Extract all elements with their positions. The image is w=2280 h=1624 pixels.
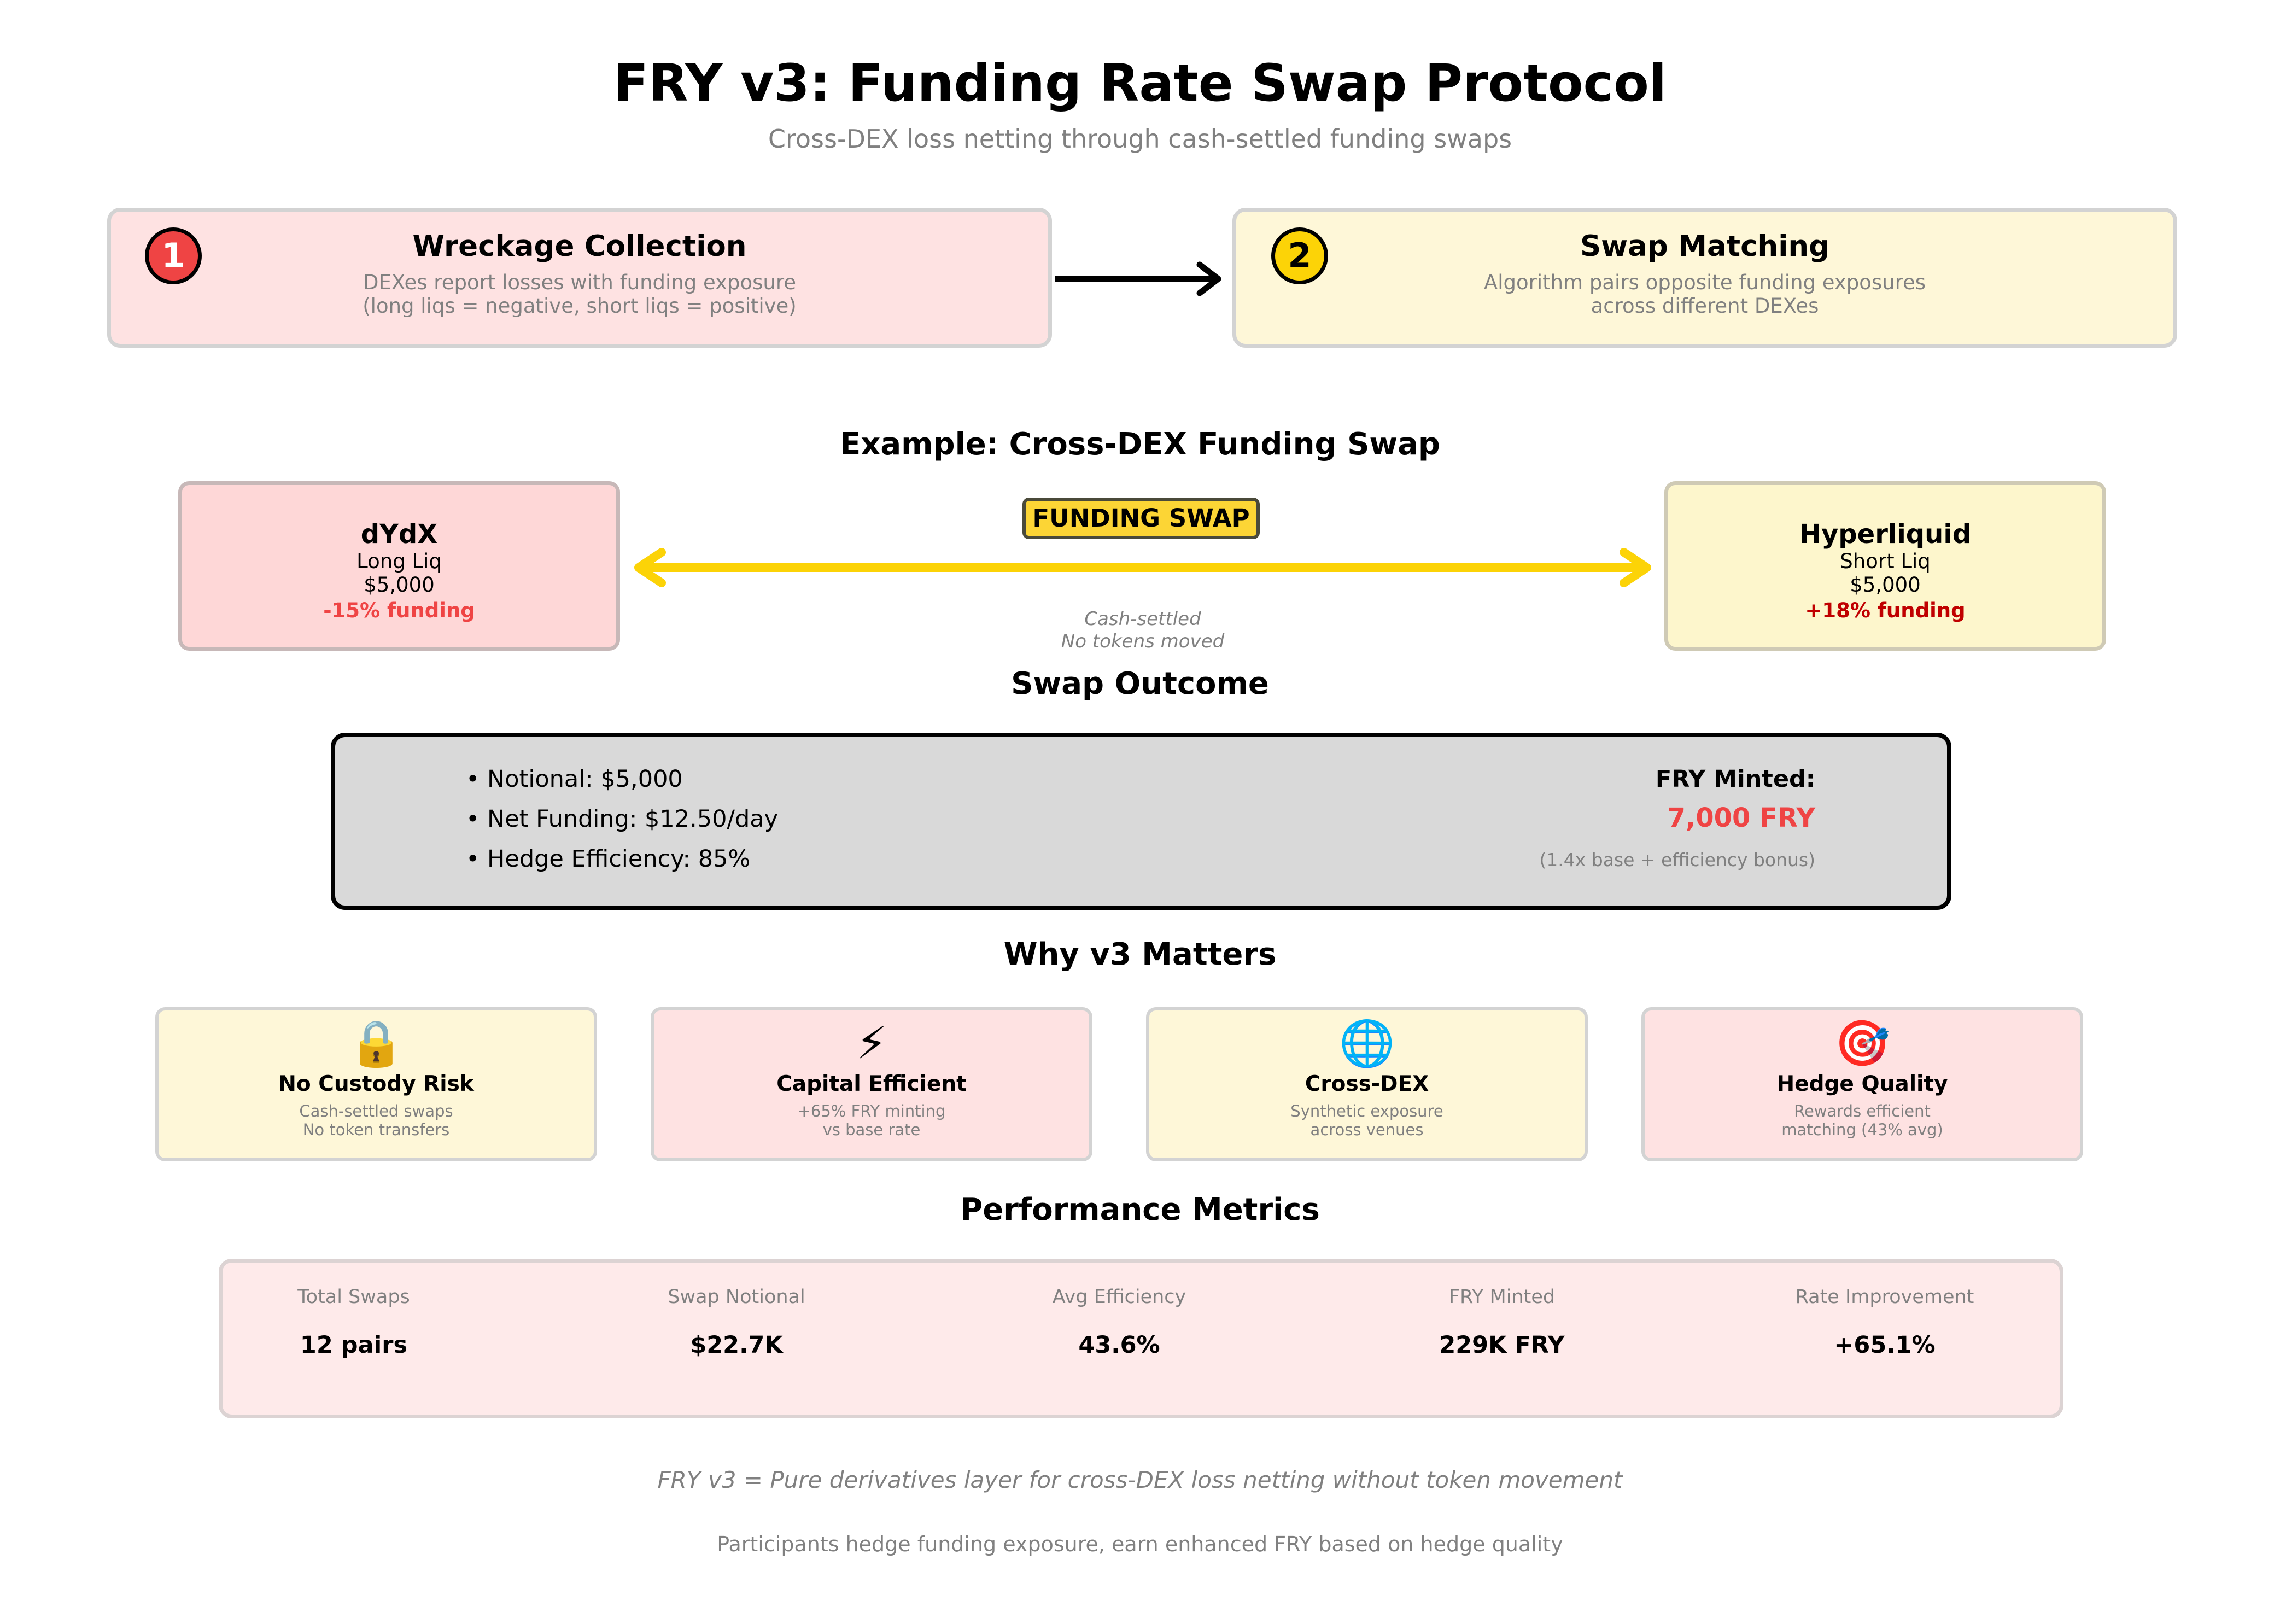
dex-amount: $5,000 — [364, 573, 435, 597]
why-heading: Why v3 Matters — [1003, 937, 1277, 972]
dex-name: dYdX — [360, 519, 438, 550]
step-description: DEXes report losses with funding exposur… — [107, 271, 1052, 318]
outcome-bullet: • Net Funding: $12.50/day — [466, 805, 779, 833]
footer-subnote: Participants hedge funding exposure, ear… — [717, 1532, 1563, 1556]
card-desc-line: matching (43% avg) — [1781, 1120, 1943, 1139]
step-desc-line: Algorithm pairs opposite funding exposur… — [1483, 271, 1926, 294]
metric-value: $22.7K — [690, 1331, 783, 1359]
dex-name: Hyperliquid — [1799, 519, 1972, 550]
metric-value: 12 pairs — [300, 1331, 408, 1359]
step-desc-line: across different DEXes — [1591, 294, 1819, 318]
fry-minted-note: (1.4x base + efficiency bonus) — [1539, 849, 1815, 871]
swap-outcome-panel — [331, 733, 1951, 910]
dex-card-hyperliquid: Hyperliquid Short Liq $5,000 +18% fundin… — [1664, 481, 2106, 651]
step-box-wreckage-collection — [107, 208, 1052, 348]
dex-amount: $5,000 — [1850, 573, 1921, 597]
settlement-note-line: Cash-settled — [1084, 608, 1201, 630]
step-number-badge: 2 — [1271, 227, 1328, 284]
metric-label: Swap Notional — [668, 1286, 805, 1308]
funding-swap-label: FUNDING SWAP — [1022, 498, 1260, 539]
dex-side: Long Liq — [356, 550, 442, 573]
step-title: Swap Matching — [1580, 230, 1830, 263]
card-title: Capital Efficient — [776, 1072, 967, 1096]
dex-funding: -15% funding — [323, 599, 475, 622]
outcome-bullet: • Notional: $5,000 — [466, 766, 683, 793]
card-desc-line: +65% FRY minting — [797, 1102, 946, 1120]
card-desc-line: No token transfers — [302, 1120, 450, 1139]
metrics-panel — [219, 1259, 2063, 1418]
lightning-icon: ⚡ — [856, 1018, 887, 1070]
metric-value: +65.1% — [1834, 1331, 1936, 1359]
fry-minted-label: FRY Minted: — [1655, 766, 1815, 793]
benefit-card-capital-efficient: ⚡ Capital Efficient +65% FRY minting vs … — [651, 1007, 1092, 1161]
target-icon: 🎯 — [1834, 1018, 1891, 1070]
flow-arrow — [1055, 261, 1221, 296]
metric-label: Avg Efficiency — [1052, 1286, 1186, 1308]
metric-label: Total Swaps — [297, 1286, 410, 1308]
metric-label: FRY Minted — [1448, 1286, 1556, 1308]
step-desc-line: DEXes report losses with funding exposur… — [363, 271, 797, 294]
metric-value: 229K FRY — [1439, 1331, 1565, 1359]
globe-icon: 🌐 — [1338, 1018, 1395, 1070]
card-desc-line: across venues — [1310, 1120, 1424, 1139]
step-number-badge: 1 — [145, 227, 202, 284]
metric-label: Rate Improvement — [1795, 1286, 1974, 1308]
metric-value: 43.6% — [1078, 1331, 1160, 1359]
card-title: No Custody Risk — [278, 1072, 474, 1096]
dex-funding: +18% funding — [1805, 599, 1966, 622]
dex-card-dydx: dYdX Long Liq $5,000 -15% funding — [178, 481, 620, 651]
step-desc-line: (long liqs = negative, short liqs = posi… — [363, 294, 797, 318]
lock-icon: 🔒 — [348, 1018, 405, 1070]
card-desc-line: Synthetic exposure — [1290, 1102, 1443, 1120]
page-subtitle: Cross-DEX loss netting through cash-sett… — [768, 124, 1512, 154]
step-title: Wreckage Collection — [412, 230, 747, 263]
card-desc-line: vs base rate — [822, 1120, 921, 1139]
dex-side: Short Liq — [1840, 550, 1931, 573]
example-heading: Example: Cross-DEX Funding Swap — [839, 427, 1441, 462]
footer-note: FRY v3 = Pure derivatives layer for cros… — [657, 1467, 1623, 1493]
step-description: Algorithm pairs opposite funding exposur… — [1232, 271, 2177, 318]
settlement-note: Cash-settled No tokens moved — [979, 608, 1307, 653]
card-title: Cross-DEX — [1305, 1072, 1429, 1096]
card-title: Hedge Quality — [1776, 1072, 1948, 1096]
outcome-bullet: • Hedge Efficiency: 85% — [466, 845, 751, 873]
benefit-card-no-custody-risk: 🔒 No Custody Risk Cash-settled swaps No … — [155, 1007, 597, 1161]
card-desc-line: Cash-settled swaps — [299, 1102, 453, 1120]
double-arrow — [634, 548, 1651, 587]
page-title: FRY v3: Funding Rate Swap Protocol — [613, 54, 1667, 113]
fry-minted-value: 7,000 FRY — [1667, 803, 1815, 833]
settlement-note-line: No tokens moved — [1061, 630, 1225, 652]
metrics-heading: Performance Metrics — [960, 1192, 1320, 1228]
step-box-swap-matching — [1232, 208, 2177, 348]
card-desc-line: Rewards efficient — [1794, 1102, 1931, 1120]
outcome-heading: Swap Outcome — [1011, 666, 1269, 702]
benefit-card-hedge-quality: 🎯 Hedge Quality Rewards efficient matchi… — [1641, 1007, 2083, 1161]
benefit-card-cross-dex: 🌐 Cross-DEX Synthetic exposure across ve… — [1146, 1007, 1588, 1161]
